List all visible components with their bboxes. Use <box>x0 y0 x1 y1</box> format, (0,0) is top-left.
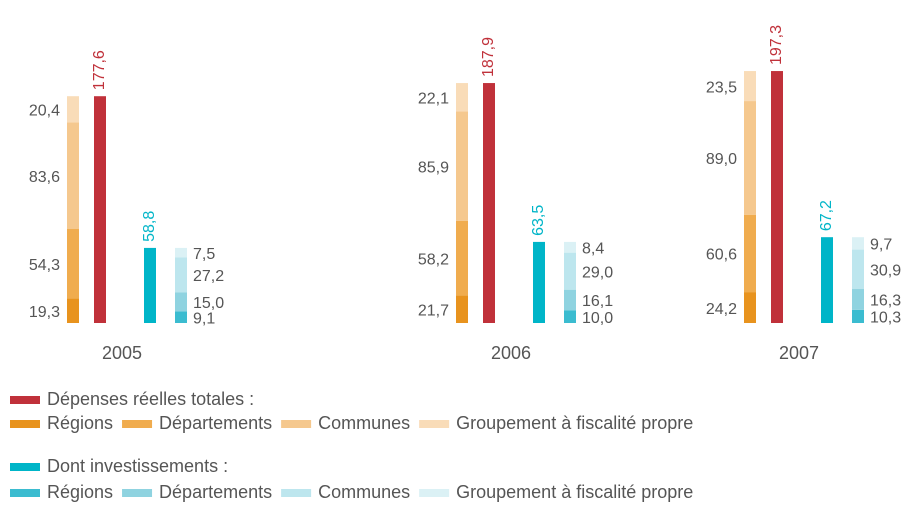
segment-label: 23,5 <box>706 79 737 96</box>
total-bar <box>94 96 106 323</box>
stack-segment <box>852 249 864 290</box>
legend-label: Groupement à fiscalité propre <box>456 413 693 433</box>
total-label: 187,9 <box>480 37 497 77</box>
x-tick-label: 2007 <box>779 343 819 363</box>
segment-label: 54,3 <box>29 257 60 274</box>
stack-segment <box>175 311 187 323</box>
total-bar <box>144 247 156 323</box>
legend-label: Groupement à fiscalité propre <box>456 482 693 502</box>
segment-label: 89,0 <box>706 151 737 168</box>
total-label: 58,8 <box>141 211 158 242</box>
stack-segment <box>456 220 468 296</box>
legend-swatch <box>122 420 153 428</box>
legend-swatch <box>10 420 40 428</box>
segment-label: 58,2 <box>418 251 449 268</box>
x-tick-label: 2006 <box>491 343 531 363</box>
legend-swatch <box>281 489 312 497</box>
legend-label: Départements <box>159 413 272 433</box>
total-label: 67,2 <box>818 200 835 231</box>
segment-label: 15,0 <box>193 295 224 312</box>
legend-swatch <box>419 489 450 497</box>
legend-heading: Dont investissements : <box>47 456 228 476</box>
stack-segment <box>456 111 468 221</box>
stack-segment <box>564 241 576 253</box>
segment-label: 24,2 <box>706 301 737 318</box>
legend-swatch <box>122 489 153 497</box>
stack-segment <box>744 214 756 293</box>
segment-label: 29,0 <box>582 264 613 281</box>
segment-label: 30,9 <box>870 263 901 280</box>
stack-segment <box>175 247 187 258</box>
segment-label: 85,9 <box>418 159 449 176</box>
legend-swatch <box>10 489 40 497</box>
segment-label: 20,4 <box>29 102 60 119</box>
stack-segment <box>744 101 756 215</box>
stack-segment <box>175 257 187 293</box>
stack-segment <box>852 289 864 310</box>
stack-segment <box>744 292 756 323</box>
total-bar <box>533 241 545 323</box>
legend-label: Régions <box>47 413 113 433</box>
segment-label: 16,3 <box>870 293 901 310</box>
segment-label: 60,6 <box>706 247 737 264</box>
stack-segment <box>564 310 576 323</box>
total-label: 197,3 <box>768 25 785 65</box>
stack-segment <box>67 122 79 230</box>
segment-label: 22,1 <box>418 90 449 107</box>
stack-segment <box>67 96 79 123</box>
stack-segment <box>67 298 79 323</box>
legend-swatch <box>10 463 40 471</box>
x-tick-label: 2005 <box>102 343 142 363</box>
legend-heading: Dépenses réelles totales : <box>47 389 254 409</box>
legend-swatch <box>419 420 450 428</box>
total-label: 177,6 <box>91 50 108 90</box>
segment-label: 10,3 <box>870 310 901 327</box>
stack-segment <box>67 229 79 299</box>
stack-segment <box>564 289 576 311</box>
segment-label: 8,4 <box>582 240 604 257</box>
segment-label: 19,3 <box>29 304 60 321</box>
stack-segment <box>456 83 468 112</box>
segment-label: 16,1 <box>582 293 613 310</box>
stack-segment <box>564 252 576 290</box>
segment-label: 27,2 <box>193 268 224 285</box>
legend-label: Communes <box>318 413 410 433</box>
total-label: 63,5 <box>530 205 547 236</box>
stack-segment <box>175 292 187 312</box>
legend-swatch <box>281 420 312 428</box>
legend-label: Régions <box>47 482 113 502</box>
segment-label: 83,6 <box>29 169 60 186</box>
stack-segment <box>744 71 756 102</box>
segment-label: 9,1 <box>193 310 215 327</box>
total-bar <box>821 237 833 323</box>
segment-label: 7,5 <box>193 246 215 263</box>
legend-swatch <box>10 396 40 404</box>
legend-label: Communes <box>318 482 410 502</box>
stack-segment <box>852 237 864 250</box>
total-bar <box>483 83 495 323</box>
segment-label: 9,7 <box>870 237 892 254</box>
segment-label: 10,0 <box>582 310 613 327</box>
stack-segment <box>456 295 468 323</box>
segment-label: 21,7 <box>418 302 449 319</box>
total-bar <box>771 71 783 323</box>
legend-label: Départements <box>159 482 272 502</box>
stack-segment <box>852 309 864 323</box>
